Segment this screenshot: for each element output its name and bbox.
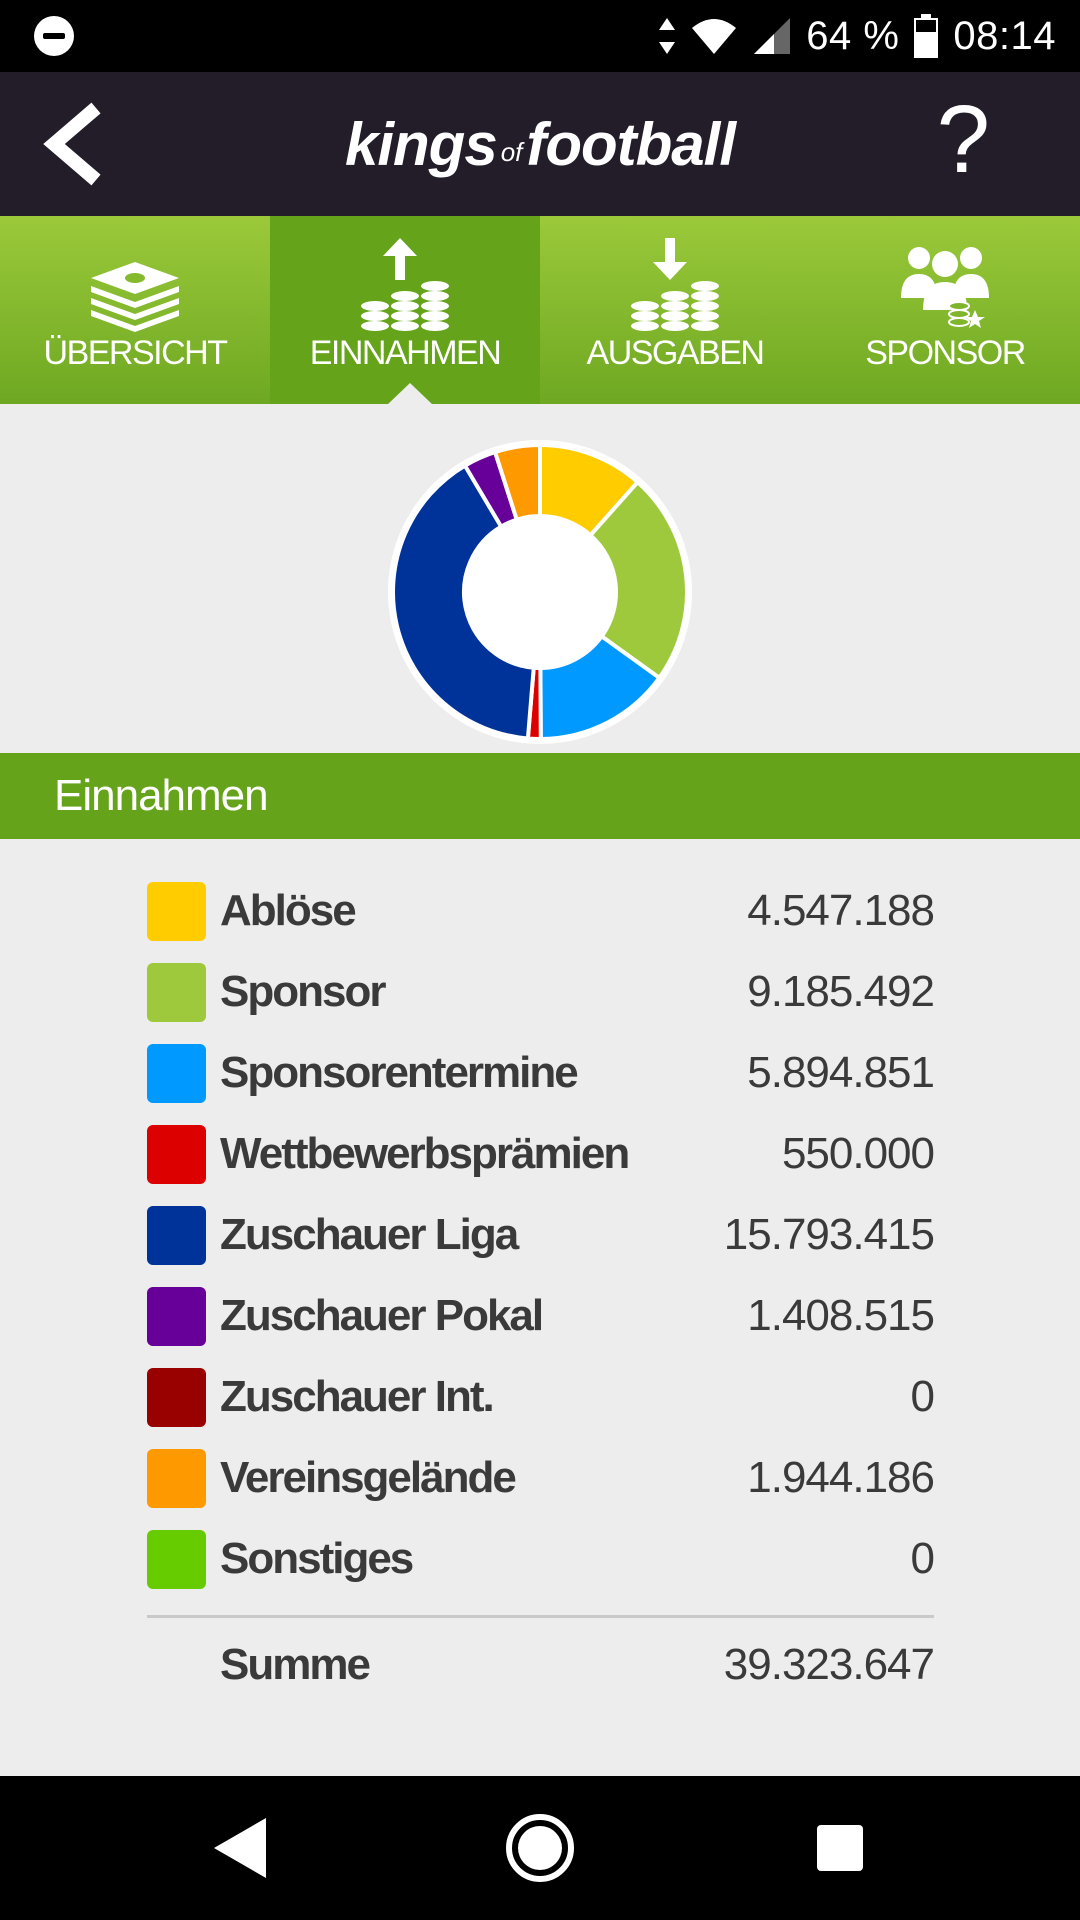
data-arrows-icon — [659, 18, 676, 54]
donut-slice-vereinsgelände — [492, 442, 542, 523]
signal-icon — [754, 18, 791, 54]
list-item: Sonstiges 0 — [147, 1528, 936, 1609]
logo-football: football — [526, 111, 736, 178]
wifi-icon — [692, 19, 737, 54]
item-value: 9.185.492 — [747, 967, 935, 1016]
list-item: Sponsor 9.185.492 — [147, 961, 935, 1042]
back-arrow-icon[interactable] — [38, 102, 118, 186]
item-label: Sonstiges — [220, 1534, 414, 1583]
help-button[interactable]: ? — [936, 86, 990, 193]
nav-back-icon[interactable] — [200, 1808, 280, 1888]
sponsor-people-icon — [901, 247, 989, 328]
active-tab-pointer — [387, 383, 433, 405]
color-swatch — [147, 1044, 206, 1103]
tab-label: SPONSOR — [865, 334, 1026, 372]
status-bar: 64 % 08:14 — [0, 0, 1080, 72]
tab-label: EINNAHMEN — [309, 334, 502, 372]
color-swatch — [147, 1530, 206, 1589]
income-coins-icon — [361, 238, 449, 331]
item-label: Vereinsgelände — [220, 1453, 517, 1502]
color-swatch — [147, 1287, 206, 1346]
item-label: Zuschauer Int. — [220, 1372, 495, 1421]
item-label: Zuschauer Liga — [220, 1210, 519, 1259]
list-item: Ablöse 4.547.188 — [147, 880, 935, 961]
income-donut-chart — [385, 437, 695, 747]
list-item: Zuschauer Int. 0 — [147, 1366, 936, 1447]
item-value: 1.408.515 — [747, 1291, 935, 1340]
donut-slice-zuschauer-liga — [391, 462, 536, 741]
item-value: 0 — [910, 1372, 936, 1421]
logo-of: of — [500, 137, 523, 167]
item-value: 550.000 — [781, 1129, 935, 1178]
tab-label: AUSGABEN — [586, 334, 765, 372]
battery-icon — [914, 14, 939, 58]
color-swatch — [147, 1206, 206, 1265]
donut-hole — [465, 517, 615, 667]
sum-value: 39.323.647 — [723, 1640, 935, 1689]
color-swatch — [147, 1125, 206, 1184]
list-item: Sponsorentermine 5.894.851 — [147, 1042, 935, 1123]
logo-kings: kings — [344, 111, 498, 178]
item-value: 4.547.188 — [747, 886, 935, 935]
income-legend-list: Ablöse 4.547.188 Sponsor 9.185.492 Spons… — [147, 880, 936, 1708]
section-title: Einnahmen — [0, 753, 1080, 839]
color-swatch — [147, 963, 206, 1022]
money-stack-icon — [91, 262, 179, 332]
item-value: 0 — [910, 1534, 936, 1583]
item-label: Zuschauer Pokal — [220, 1291, 544, 1340]
nav-home-icon[interactable] — [500, 1808, 580, 1888]
item-label: Sponsor — [220, 967, 386, 1016]
nav-recents-icon[interactable] — [800, 1808, 880, 1888]
system-nav-bar — [0, 1776, 1080, 1920]
expense-coins-icon — [631, 238, 719, 331]
item-value: 15.793.415 — [723, 1210, 935, 1259]
donut-slice-sponsor — [587, 479, 689, 681]
app-logo: kings offootball — [0, 110, 1080, 179]
item-label: Wettbewerbsprämien — [220, 1129, 630, 1178]
donut-svg — [388, 440, 692, 744]
tab-einnahmen[interactable]: EINNAHMEN — [270, 216, 540, 405]
color-swatch — [147, 882, 206, 941]
tab-label: ÜBERSICHT — [43, 334, 228, 372]
clock: 08:14 — [953, 13, 1056, 58]
item-label: Sponsorentermine — [220, 1048, 579, 1097]
tab-uebersicht[interactable]: ÜBERSICHT — [0, 216, 270, 404]
tab-sponsor[interactable]: SPONSOR — [810, 216, 1080, 404]
list-item: Zuschauer Liga 15.793.415 — [147, 1204, 935, 1285]
list-item: Zuschauer Pokal 1.408.515 — [147, 1285, 935, 1366]
list-item: Wettbewerbsprämien 550.000 — [147, 1123, 935, 1204]
item-value: 5.894.851 — [747, 1048, 935, 1097]
color-swatch — [147, 1449, 206, 1508]
do-not-disturb-icon — [34, 16, 74, 56]
sum-label: Summe — [220, 1640, 371, 1689]
divider — [147, 1615, 934, 1618]
sum-row: Summe 39.323.647 — [147, 1618, 935, 1708]
battery-percent: 64 % — [806, 13, 900, 58]
finance-tabs: ÜBERSICHT EINNAHMEN AUSGABEN — [0, 216, 1080, 405]
list-item: Vereinsgelände 1.944.186 — [147, 1447, 935, 1528]
app-header: kings offootball ? — [0, 72, 1080, 216]
color-swatch — [147, 1368, 206, 1427]
tab-ausgaben[interactable]: AUSGABEN — [540, 216, 810, 404]
item-value: 1.944.186 — [747, 1453, 935, 1502]
item-label: Ablöse — [220, 886, 357, 935]
